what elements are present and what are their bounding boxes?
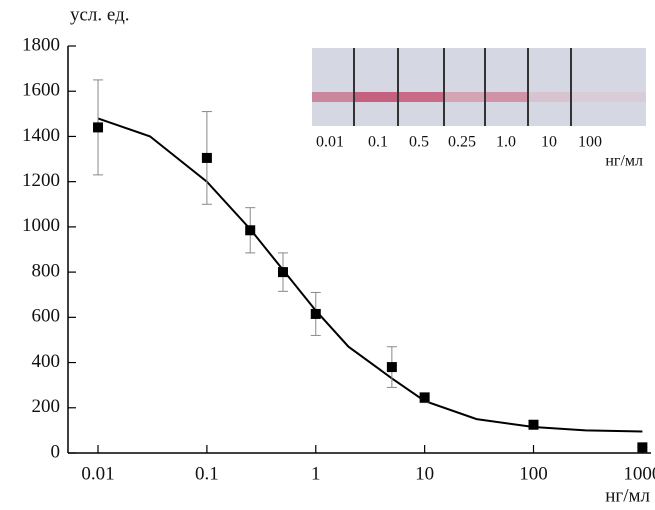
y-tick-label: 800 <box>32 260 61 281</box>
marker <box>245 225 256 236</box>
y-tick-label: 200 <box>32 396 61 417</box>
y-tick-label: 0 <box>51 441 61 462</box>
inset-label: 0.25 <box>448 134 476 151</box>
marker <box>310 308 321 319</box>
test-band <box>399 92 443 102</box>
x-tick-label: 1000 <box>623 463 655 484</box>
x-axis-label: нг/мл <box>605 485 650 506</box>
x-tick-label: 100 <box>519 463 548 484</box>
marker <box>528 419 539 430</box>
inset-label: 100 <box>578 134 602 151</box>
y-tick-label: 1400 <box>22 125 60 146</box>
y-tick-label: 1000 <box>22 215 60 236</box>
marker <box>386 362 397 373</box>
inset-label: 0.5 <box>409 134 429 151</box>
y-tick-label: 400 <box>32 351 61 372</box>
strip-edges <box>353 48 572 126</box>
inset-label: 0.1 <box>368 134 388 151</box>
marker <box>637 442 648 453</box>
inset-label: 10 <box>541 134 557 151</box>
y-tick-label: 1200 <box>22 170 60 191</box>
inset-labels: 0.01 0.1 0.5 0.25 1.0 10 100 <box>316 134 602 151</box>
marker <box>277 267 288 278</box>
y-tick-label: 1800 <box>22 34 60 55</box>
marker <box>93 122 104 133</box>
fit-curve <box>97 117 643 433</box>
marker <box>419 392 430 403</box>
test-band <box>312 92 353 102</box>
test-band <box>486 92 527 102</box>
marker <box>201 152 212 163</box>
inset-photo <box>312 48 646 126</box>
y-tick-label: 600 <box>32 306 61 327</box>
x-tick-label: 0.01 <box>81 463 114 484</box>
inset-unit: нг/мл <box>605 153 643 170</box>
x-tick-label: 10 <box>415 463 434 484</box>
inset-label: 1.0 <box>496 134 516 151</box>
y-tick-label: 1600 <box>22 80 60 101</box>
test-band <box>445 92 484 102</box>
test-band <box>529 92 570 102</box>
inset-label: 0.01 <box>316 134 344 151</box>
test-band <box>355 92 397 102</box>
x-tick-label: 0.1 <box>195 463 219 484</box>
y-axis-label: усл. ед. <box>70 4 130 25</box>
photo-tint <box>312 48 646 126</box>
x-tick-label: 1 <box>311 463 321 484</box>
test-band <box>572 92 646 102</box>
